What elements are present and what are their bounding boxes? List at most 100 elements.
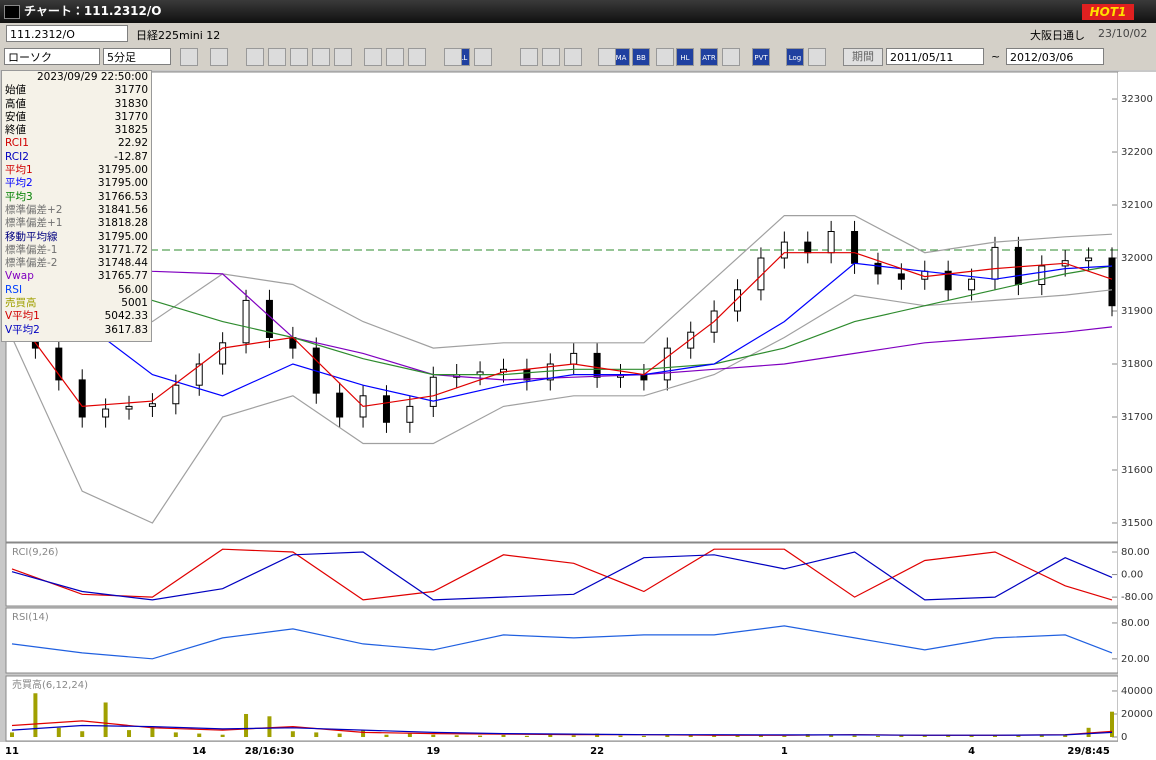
y-tick-label: 40000 <box>1121 686 1153 697</box>
rci-pane <box>5 542 1119 607</box>
info-row: 安値 31770 <box>2 111 151 124</box>
volume-bar <box>244 713 249 738</box>
x-tick-label: 22 <box>590 746 604 757</box>
info-value: 31766.53 <box>97 190 148 203</box>
volume-bar <box>56 727 61 738</box>
toolbar-button[interactable]: ATR <box>700 48 718 66</box>
candle-body <box>827 231 835 254</box>
from-date[interactable]: 2011/05/11 <box>886 48 984 65</box>
volume-bar <box>758 735 763 738</box>
info-value: 31795.00 <box>97 164 148 177</box>
candle-body <box>546 363 554 381</box>
volume-bar <box>852 735 857 738</box>
toolbar-icon[interactable] <box>334 48 352 66</box>
volume-bar <box>361 730 366 738</box>
toolbar-icon[interactable] <box>474 48 492 66</box>
rsi-pane <box>5 607 1119 674</box>
pane-label: 売買高(6,12,24) <box>12 678 88 691</box>
toolbar-icon[interactable] <box>598 48 616 66</box>
info-datetime: 2023/09/29 22:50:00 <box>36 71 148 83</box>
y-tick-label: 31800 <box>1121 359 1153 370</box>
volume-bar <box>618 735 623 738</box>
candle-body <box>429 376 437 407</box>
volume-bar <box>524 735 529 738</box>
info-value: 31770 <box>114 84 148 97</box>
toolbar-icon[interactable] <box>444 48 462 66</box>
y-tick-label: -80.00 <box>1121 592 1153 603</box>
toolbar-icon[interactable] <box>364 48 382 66</box>
volume-bar <box>571 735 576 738</box>
toolbar-icon[interactable] <box>386 48 404 66</box>
volume-bar <box>712 734 717 738</box>
window-title: チャート：111.2312/O <box>24 4 162 18</box>
interval-select[interactable]: 5分足 <box>103 48 171 65</box>
volume-bar <box>899 735 904 738</box>
candle-body <box>851 231 859 264</box>
toolbar-button[interactable]: Log <box>786 48 804 66</box>
volume-bar <box>1039 735 1044 738</box>
candle-body <box>78 379 86 418</box>
info-label: 標準偏差+2 <box>5 203 63 216</box>
candle-body <box>804 241 812 254</box>
info-value: 31830 <box>114 97 148 110</box>
series-line <box>11 551 1113 601</box>
price-axis <box>1118 72 1156 742</box>
volume-bar <box>641 735 646 738</box>
volume-bar <box>735 735 740 738</box>
info-label: V平均2 <box>5 323 40 336</box>
toolbar-icon[interactable] <box>808 48 826 66</box>
title-bar: チャート：111.2312/O HOT1 <box>0 0 1156 23</box>
candle-body <box>897 273 905 280</box>
toolbar-button[interactable]: BB <box>632 48 650 66</box>
to-date[interactable]: 2012/03/06 <box>1006 48 1104 65</box>
toolbar-button[interactable]: HL <box>676 48 694 66</box>
info-label: 平均1 <box>5 164 33 177</box>
hot-badge[interactable]: HOT1 <box>1082 4 1134 20</box>
toolbar-icon[interactable] <box>290 48 308 66</box>
time-axis <box>0 742 1156 760</box>
info-label: 終値 <box>5 124 26 137</box>
info-label: 平均3 <box>5 190 33 203</box>
volume-bar <box>829 734 834 738</box>
period-button[interactable]: 期間 <box>843 48 883 66</box>
volume-bar <box>220 734 225 738</box>
volume-bar <box>1110 711 1114 738</box>
toolbar-icon[interactable] <box>656 48 674 66</box>
volume-bar <box>1063 734 1068 738</box>
series-line <box>11 204 1113 349</box>
y-tick-label: 0 <box>1121 732 1127 743</box>
info-label: RCI1 <box>5 137 29 150</box>
chart-type-select[interactable]: ローソク <box>4 48 100 65</box>
toolbar-button[interactable]: PVT <box>752 48 770 66</box>
symbol-box[interactable]: 111.2312/O <box>6 25 128 42</box>
volume-bar <box>407 733 412 738</box>
y-tick-label: 31900 <box>1121 306 1153 317</box>
instrument-name: 日経225mini 12 <box>136 29 221 42</box>
info-value: 31771.72 <box>97 243 148 256</box>
info-label: Vwap <box>5 270 34 283</box>
toolbar-icon[interactable] <box>210 48 228 66</box>
toolbar-icon[interactable] <box>520 48 538 66</box>
toolbar-icon[interactable] <box>564 48 582 66</box>
info-row: 標準偏差-1 31771.72 <box>2 244 151 257</box>
toolbar-icon[interactable] <box>180 48 198 66</box>
info-value: 3617.83 <box>104 323 148 336</box>
candle-body <box>780 241 788 259</box>
toolbar-icon[interactable] <box>722 48 740 66</box>
volume-bar <box>688 734 693 738</box>
toolbar-icon[interactable] <box>268 48 286 66</box>
y-tick-label: 32200 <box>1121 147 1153 158</box>
toolbar-icon[interactable] <box>542 48 560 66</box>
info-value: 22.92 <box>117 137 148 150</box>
candle-body <box>125 405 133 410</box>
toolbar-icon[interactable] <box>246 48 264 66</box>
info-row: 終値 31825 <box>2 124 151 137</box>
candle-body <box>968 278 976 291</box>
info-label: V平均1 <box>5 310 40 323</box>
pane-label: RCI(9,26) <box>12 547 59 558</box>
toolbar-icon[interactable] <box>312 48 330 66</box>
toolbar-icon[interactable] <box>408 48 426 66</box>
date-separator: ~ <box>991 50 1001 63</box>
info-value: 31818.28 <box>97 217 148 230</box>
